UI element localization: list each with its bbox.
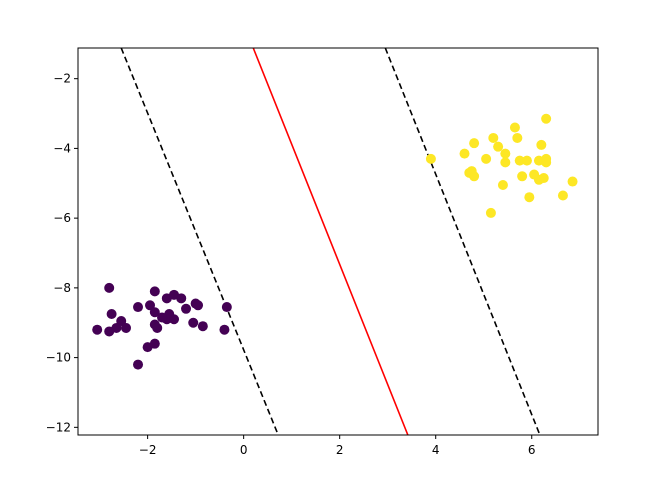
data-point-series-0 (188, 317, 199, 328)
data-point-series-0 (169, 314, 180, 325)
data-point-series-1 (481, 153, 492, 164)
y-tick-label: −6 (53, 211, 71, 225)
data-point-series-1 (517, 171, 528, 182)
data-point-series-0 (219, 324, 230, 335)
data-point-series-0 (104, 326, 115, 337)
x-tick-label: 2 (336, 443, 344, 457)
data-point-series-1 (521, 155, 532, 166)
data-point-series-0 (181, 303, 192, 314)
y-axis-ticks: −2 −4 −6 −8 −10 −12 (46, 72, 78, 434)
data-point-series-0 (176, 293, 187, 304)
data-point-series-1 (509, 122, 520, 133)
x-tick-label: 4 (432, 443, 440, 457)
data-point-series-1 (469, 171, 480, 182)
y-tick-label: −8 (53, 281, 71, 295)
data-point-series-1 (524, 192, 535, 203)
x-axis-ticks: −2 0 2 4 6 (139, 435, 536, 457)
data-point-series-0 (193, 300, 204, 311)
data-point-series-1 (557, 190, 568, 201)
data-point-series-0 (152, 322, 163, 333)
scatter-points-layer (92, 113, 578, 370)
data-point-series-1 (533, 174, 544, 185)
data-point-series-0 (157, 312, 168, 323)
data-point-series-0 (104, 282, 115, 293)
x-tick-label: −2 (139, 443, 157, 457)
data-point-series-1 (514, 155, 525, 166)
decision-lines-layer (120, 48, 541, 435)
y-tick-label: −2 (53, 72, 71, 86)
plot-frame (77, 47, 599, 436)
decision-boundary-line (252, 48, 409, 435)
margin-line-2 (384, 48, 541, 435)
data-point-series-1 (500, 148, 511, 159)
x-tick-label: 0 (240, 443, 248, 457)
data-point-series-0 (92, 324, 103, 335)
data-point-series-0 (106, 309, 117, 320)
data-point-series-1 (459, 148, 470, 159)
data-point-series-0 (121, 322, 132, 333)
data-point-series-0 (145, 300, 156, 311)
data-point-series-0 (149, 307, 160, 318)
data-point-series-0 (133, 302, 144, 313)
data-point-series-0 (221, 302, 232, 313)
data-point-series-0 (149, 338, 160, 349)
data-point-series-1 (500, 157, 511, 168)
data-point-series-1 (512, 132, 523, 143)
data-point-series-1 (425, 153, 436, 164)
data-point-series-0 (133, 359, 144, 370)
y-tick-label: −10 (46, 351, 71, 365)
margin-line-1 (120, 48, 279, 435)
data-point-series-1 (497, 180, 508, 191)
y-tick-label: −12 (46, 420, 71, 434)
data-point-series-1 (469, 138, 480, 149)
x-tick-label: 6 (528, 443, 536, 457)
data-point-series-0 (116, 315, 127, 326)
data-point-series-1 (488, 132, 499, 143)
data-point-series-0 (197, 321, 208, 332)
data-point-series-1 (536, 139, 547, 150)
data-point-series-1 (541, 113, 552, 124)
data-point-series-1 (493, 141, 504, 152)
y-tick-label: −4 (53, 141, 71, 155)
data-point-series-0 (149, 286, 160, 297)
data-point-series-1 (541, 157, 552, 168)
data-point-series-1 (485, 207, 496, 218)
data-point-series-1 (567, 176, 578, 187)
